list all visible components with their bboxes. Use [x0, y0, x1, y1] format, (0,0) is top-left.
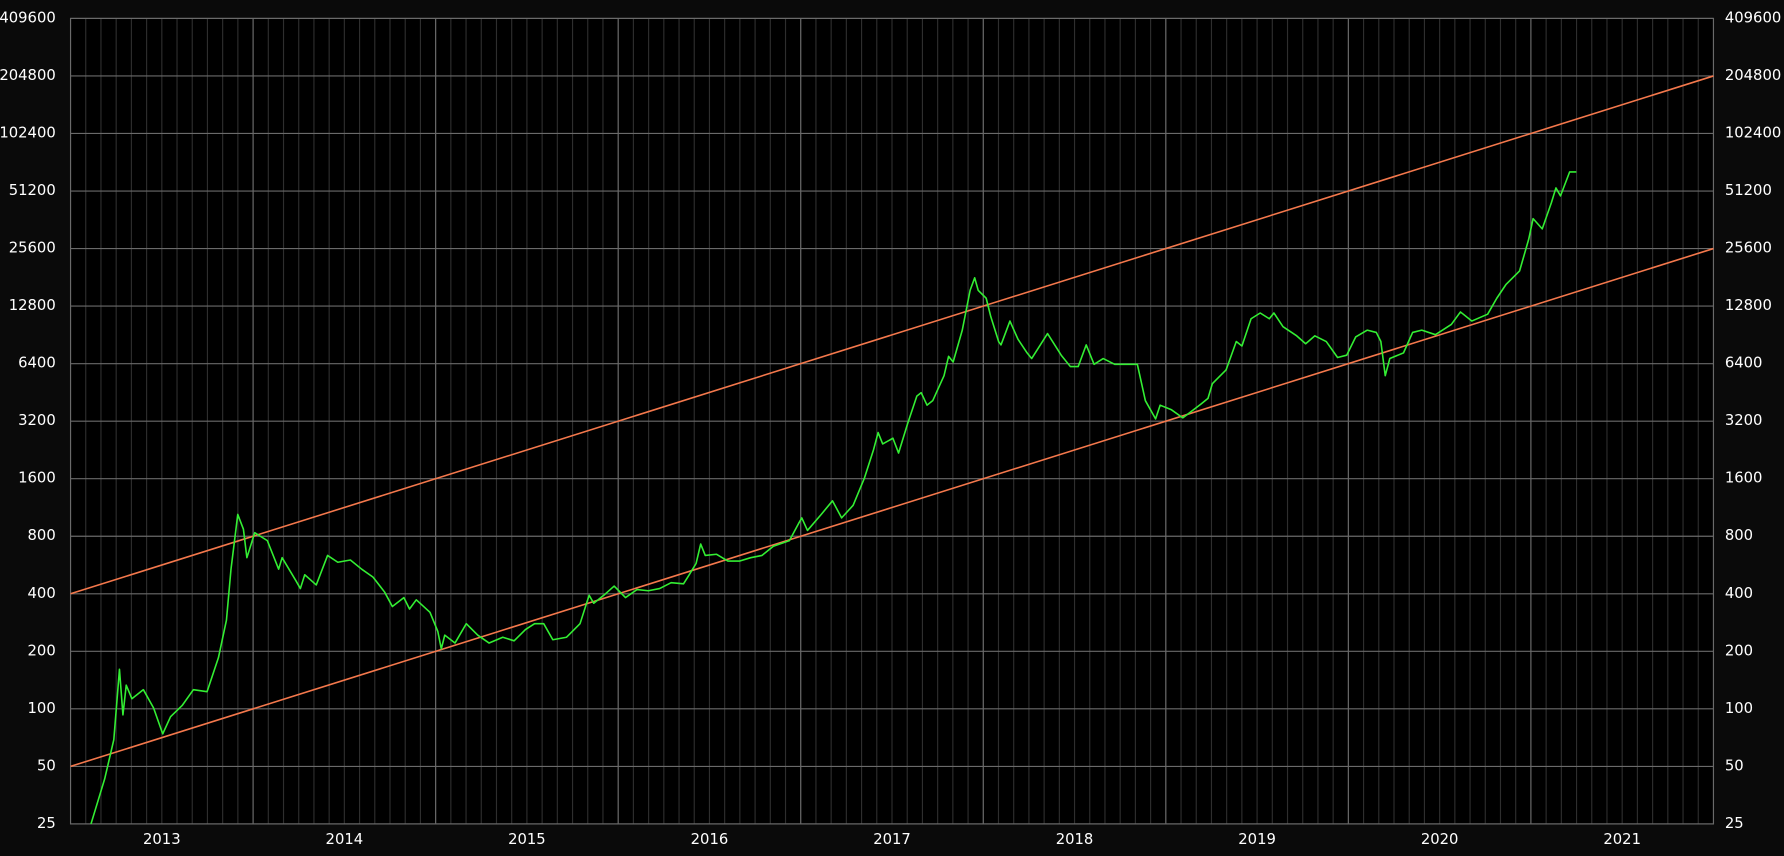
y-tick-label-left: 800: [28, 527, 56, 544]
y-tick-label-left: 6400: [18, 355, 56, 372]
y-tick-label-left: 102400: [0, 124, 56, 141]
y-tick-label-left: 100: [28, 700, 56, 717]
y-tick-label-right: 50: [1725, 757, 1744, 774]
x-tick-label: 2015: [508, 831, 546, 848]
y-tick-label-left: 12800: [9, 297, 56, 314]
line-series: [90, 171, 1577, 825]
x-tick-label: 2018: [1056, 831, 1094, 848]
y-tick-label-right: 25600: [1725, 240, 1772, 257]
x-tick-label: 2020: [1421, 831, 1459, 848]
y-tick-label-left: 1600: [18, 470, 56, 487]
x-tick-label: 2021: [1603, 831, 1641, 848]
x-tick-label: 2017: [873, 831, 911, 848]
y-tick-label-right: 409600: [1725, 9, 1781, 26]
y-tick-label-right: 100: [1725, 700, 1753, 717]
y-tick-label-left: 200: [28, 642, 56, 659]
plot-frame: [69, 17, 1715, 825]
y-tick-label-left: 3200: [18, 412, 56, 429]
y-tick-label-left: 204800: [0, 67, 56, 84]
y-tick-label-right: 51200: [1725, 182, 1772, 199]
y-tick-label-left: 25600: [9, 240, 56, 257]
x-tick-label: 2019: [1238, 831, 1276, 848]
x-tick-label: 2013: [143, 831, 181, 848]
y-tick-label-right: 6400: [1725, 355, 1763, 372]
y-tick-label-right: 12800: [1725, 297, 1772, 314]
y-tick-label-right: 204800: [1725, 67, 1781, 84]
y-tick-label-right: 800: [1725, 527, 1753, 544]
y-tick-label-left: 50: [37, 757, 56, 774]
y-tick-label-right: 400: [1725, 585, 1753, 602]
y-tick-label-right: 200: [1725, 642, 1753, 659]
line-series: [70, 75, 1714, 595]
y-tick-label-right: 3200: [1725, 412, 1763, 429]
x-tick-label: 2014: [326, 831, 364, 848]
y-tick-label-left: 409600: [0, 9, 56, 26]
y-tick-label-left: 25: [37, 815, 56, 832]
y-tick-label-right: 1600: [1725, 470, 1763, 487]
line-series: [70, 247, 1714, 768]
y-tick-label-left: 51200: [9, 182, 56, 199]
y-tick-label-left: 400: [28, 585, 56, 602]
y-tick-label-right: 102400: [1725, 124, 1781, 141]
y-tick-label-right: 25: [1725, 815, 1744, 832]
x-tick-label: 2016: [691, 831, 729, 848]
